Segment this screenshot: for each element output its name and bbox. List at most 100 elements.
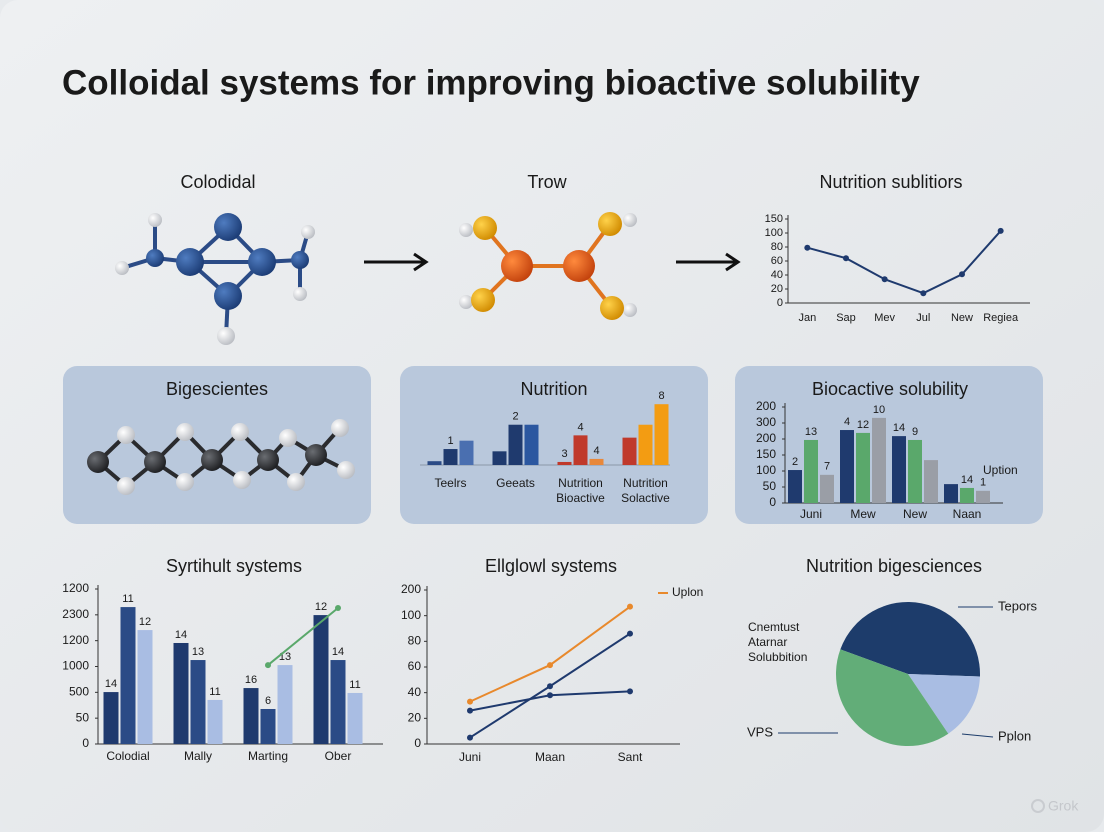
- bar-note: 12: [315, 601, 327, 613]
- bar: [856, 432, 870, 503]
- y-tick-label: 300: [756, 415, 776, 429]
- x-tick-label: Geeats: [496, 476, 535, 490]
- pie-slice: [908, 674, 980, 734]
- bar-note: 11: [209, 686, 220, 698]
- slice-label: VPS: [747, 724, 773, 739]
- y-tick-label: 60: [408, 659, 422, 673]
- x-tick-label: Sant: [618, 750, 643, 764]
- y-tick-label: 0: [777, 297, 783, 309]
- atoms: [115, 213, 315, 345]
- bar: [277, 665, 293, 744]
- bar-note: 14: [105, 678, 117, 690]
- watermark: Grok: [1048, 798, 1079, 814]
- x-tick-label: New: [903, 507, 927, 521]
- bar: [492, 451, 507, 465]
- page-title: Colloidal systems for improving bioactiv…: [62, 63, 920, 102]
- line-point: [467, 734, 473, 741]
- x-tick-label-box: Teelrs: [434, 476, 467, 490]
- y-tick-label: 200: [401, 582, 421, 596]
- bar-note: 14: [893, 422, 905, 434]
- bar: [120, 607, 136, 744]
- bar-note: 11: [349, 679, 360, 691]
- line-point: [920, 290, 927, 297]
- bar-note: 11: [122, 593, 133, 605]
- x-tick-label: Jul: [916, 312, 930, 324]
- x-tick-label-box: Nutrition Solactive: [621, 476, 670, 505]
- bar: [638, 424, 653, 465]
- x-tick-label: Nutrition Solactive: [621, 476, 670, 505]
- x-tick-label: Naan: [953, 507, 982, 521]
- y-tick-label: 2300: [62, 607, 89, 621]
- bar-note: 1: [447, 435, 453, 447]
- bar: [804, 439, 818, 503]
- bar: [908, 439, 922, 503]
- x-tick-label: Marting: [248, 749, 288, 763]
- bar-note: 13: [279, 651, 291, 663]
- bar-note: 6: [265, 695, 271, 707]
- leader-line: [961, 733, 994, 738]
- bar: [443, 449, 458, 465]
- y-tick-label: 50: [76, 710, 90, 724]
- bar: [243, 688, 259, 744]
- line-point: [335, 604, 341, 611]
- y-tick-label: 60: [771, 255, 783, 267]
- line-point: [627, 630, 633, 637]
- line-point: [467, 698, 473, 705]
- molecule: [96, 426, 347, 489]
- bar-note: 4: [593, 445, 599, 457]
- line-point: [547, 683, 553, 690]
- y-tick-label: 200: [756, 431, 776, 445]
- line-point: [804, 244, 811, 251]
- line-point: [627, 603, 633, 610]
- bar-note: 14: [961, 474, 973, 486]
- x-tick-label-box: Nutrition Bioactive: [556, 476, 605, 505]
- pie-slice: [840, 602, 980, 677]
- atoms: [459, 212, 637, 320]
- x-tick-label: Mew: [850, 507, 876, 521]
- line-point: [547, 692, 553, 699]
- y-tick-label: 50: [763, 479, 777, 493]
- x-tick-label-box: Geeats: [496, 476, 535, 490]
- y-tick-label: 1200: [62, 581, 89, 595]
- bar: [944, 484, 958, 503]
- bar: [508, 424, 523, 465]
- x-tick-label: Sap: [836, 312, 856, 324]
- pie-slice: [835, 649, 949, 747]
- line-point: [959, 271, 965, 278]
- bar: [654, 404, 669, 465]
- bar-note: 2: [792, 456, 798, 468]
- x-tick-label: Teelrs: [434, 476, 467, 490]
- x-tick-label: Juni: [459, 750, 481, 764]
- y-tick-label: 1000: [62, 659, 89, 673]
- chart-title: Syrtihult systems: [166, 556, 302, 576]
- molecule-label: Colodidal: [180, 172, 255, 192]
- bar-note: 13: [192, 646, 204, 658]
- slice-label: Tepors: [998, 598, 1038, 613]
- x-tick-label: Juni: [800, 507, 822, 521]
- bar: [190, 660, 206, 744]
- bar-note: 3: [561, 448, 567, 460]
- y-tick-label: 80: [771, 241, 783, 253]
- bar: [892, 436, 906, 503]
- y-tick-label: 0: [414, 736, 421, 750]
- line: [807, 230, 1002, 295]
- bar: [137, 630, 153, 744]
- bar-note: 10: [873, 404, 885, 416]
- line: [267, 607, 339, 666]
- bar: [260, 708, 276, 744]
- x-tick-label: New: [951, 312, 973, 324]
- y-tick-label: 100: [765, 227, 783, 239]
- panel: [400, 366, 708, 524]
- x-tick-label: Ober: [325, 749, 352, 763]
- bar: [459, 440, 474, 465]
- slice-label: Pplon: [998, 728, 1031, 743]
- chart-title: Biocactive solubility: [812, 379, 968, 399]
- annotation: Uption: [983, 463, 1018, 477]
- x-tick-label: Mev: [874, 312, 895, 324]
- bar-note: 14: [332, 646, 344, 658]
- bar-note: 9: [912, 426, 918, 438]
- bar: [589, 458, 604, 465]
- bar: [313, 615, 329, 744]
- y-tick-label: 200: [756, 399, 776, 413]
- y-tick-label: 0: [82, 736, 89, 750]
